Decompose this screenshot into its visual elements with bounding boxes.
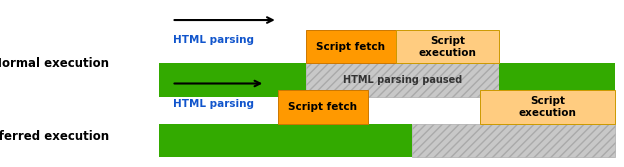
Text: Script fetch: Script fetch — [316, 42, 386, 52]
Text: HTML parsing: HTML parsing — [173, 99, 255, 109]
Text: Script
execution: Script execution — [519, 96, 577, 118]
Text: Script
execution: Script execution — [419, 36, 477, 58]
Text: HTML parsing paused: HTML parsing paused — [343, 75, 462, 85]
Text: HTML parsing: HTML parsing — [173, 35, 255, 45]
FancyBboxPatch shape — [278, 90, 368, 124]
Text: Deferred execution: Deferred execution — [0, 130, 109, 143]
FancyBboxPatch shape — [159, 124, 412, 157]
FancyBboxPatch shape — [306, 30, 396, 63]
FancyBboxPatch shape — [159, 63, 306, 97]
Text: Normal execution: Normal execution — [0, 57, 109, 70]
FancyBboxPatch shape — [480, 90, 615, 124]
FancyBboxPatch shape — [412, 124, 615, 157]
FancyBboxPatch shape — [499, 63, 615, 97]
FancyBboxPatch shape — [396, 30, 499, 63]
FancyBboxPatch shape — [306, 63, 499, 97]
Text: Script fetch: Script fetch — [288, 102, 358, 112]
